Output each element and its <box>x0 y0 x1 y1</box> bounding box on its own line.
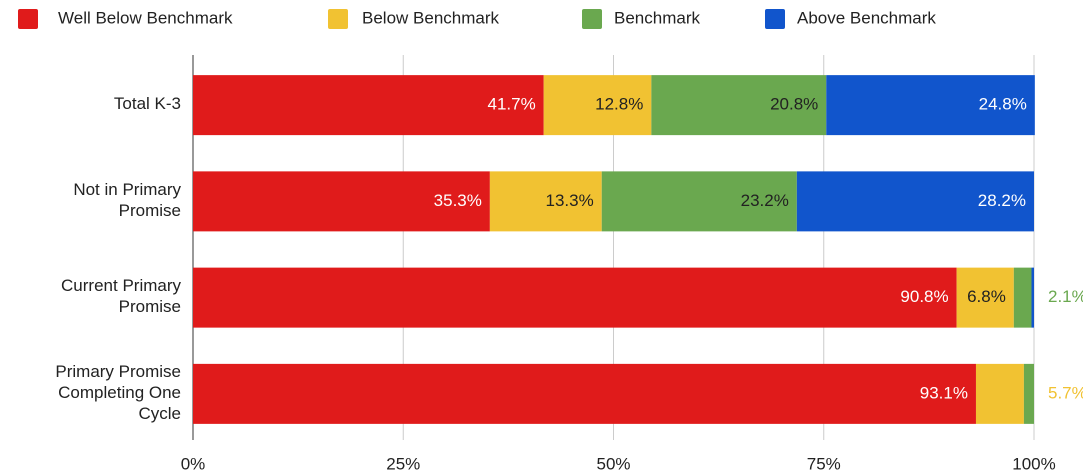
y-tick-label: Total K-3 <box>114 95 181 114</box>
data-label: 12.8% <box>595 95 643 114</box>
data-label: 90.8% <box>900 287 948 306</box>
bar-segment <box>956 267 1014 328</box>
bar-segment <box>826 75 1035 136</box>
legend-label: Below Benchmark <box>362 8 500 27</box>
legend-swatch <box>765 9 785 29</box>
data-label: 24.8% <box>979 95 1027 114</box>
bar-segment <box>796 171 1034 232</box>
bar-segment <box>1031 267 1034 328</box>
x-tick-label: 50% <box>596 454 630 473</box>
data-label: 6.8% <box>967 287 1006 306</box>
legend-label: Benchmark <box>614 8 700 27</box>
bar-segment <box>193 75 544 136</box>
bar-segment <box>193 171 490 232</box>
legend-swatch <box>18 9 38 29</box>
y-tick-label: Not in Primary Promise <box>73 180 181 220</box>
x-tick-label: 100% <box>1012 454 1055 473</box>
y-tick-label: Primary Promise Completing One Cycle <box>55 362 181 423</box>
bar-segment <box>975 363 1024 424</box>
legend-label: Well Below Benchmark <box>58 8 233 27</box>
y-tick-label: Current Primary Promise <box>61 277 181 317</box>
bar-segment <box>193 363 976 424</box>
bar-segment <box>489 171 602 232</box>
data-label: 5.7% <box>1048 383 1083 402</box>
data-label: 13.3% <box>546 191 594 210</box>
bar-segment <box>193 267 957 328</box>
data-label: 41.7% <box>487 95 535 114</box>
bar-segment <box>601 171 797 232</box>
x-tick-label: 75% <box>807 454 841 473</box>
data-label: 35.3% <box>434 191 482 210</box>
bar-segment <box>1023 363 1034 424</box>
data-label: 93.1% <box>920 383 968 402</box>
legend-swatch <box>582 9 602 29</box>
data-label: 23.2% <box>741 191 789 210</box>
legend-swatch <box>328 9 348 29</box>
x-tick-label: 0% <box>181 454 206 473</box>
data-label: 2.1% <box>1048 287 1083 306</box>
bar-segment <box>1013 267 1032 328</box>
data-label: 20.8% <box>770 95 818 114</box>
legend-label: Above Benchmark <box>797 8 936 27</box>
bar-segment <box>543 75 652 136</box>
bar-segment <box>651 75 827 136</box>
x-tick-label: 25% <box>386 454 420 473</box>
data-label: 28.2% <box>978 191 1026 210</box>
